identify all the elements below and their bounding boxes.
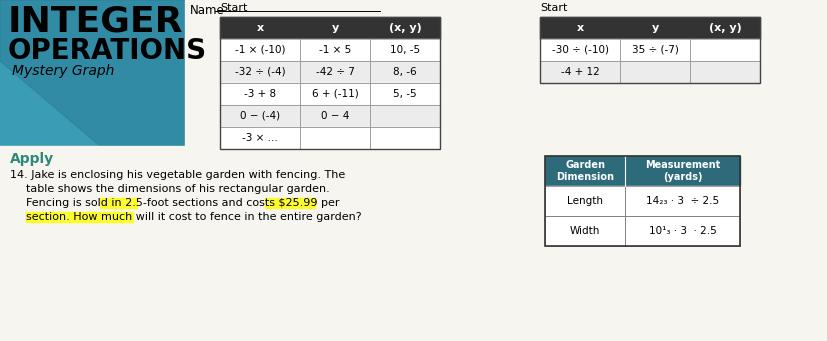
Text: Name: Name: [190, 4, 225, 17]
Bar: [300, 127, 370, 149]
Bar: [220, 39, 440, 61]
Bar: [220, 61, 300, 83]
Bar: [625, 216, 740, 246]
Bar: [220, 83, 300, 105]
Text: 10, -5: 10, -5: [390, 45, 420, 55]
Text: -1 × 5: -1 × 5: [319, 45, 351, 55]
Bar: [185, 0, 827, 146]
Text: (x, y): (x, y): [389, 23, 422, 33]
Polygon shape: [0, 0, 185, 146]
Text: Length: Length: [567, 196, 603, 206]
Text: y: y: [332, 23, 338, 33]
Bar: [540, 39, 620, 61]
Bar: [540, 17, 760, 83]
Bar: [540, 39, 760, 61]
Text: (x, y): (x, y): [709, 23, 741, 33]
Text: Width: Width: [570, 226, 600, 236]
Bar: [370, 83, 440, 105]
Text: 0 − (-4): 0 − (-4): [240, 111, 280, 121]
Bar: [545, 186, 625, 216]
Bar: [545, 156, 740, 246]
Text: Mystery Graph: Mystery Graph: [12, 64, 114, 78]
Bar: [540, 61, 760, 83]
Bar: [220, 17, 440, 149]
Text: Fencing is sold in 2.5-foot sections and costs $25.99 per: Fencing is sold in 2.5-foot sections and…: [26, 198, 340, 208]
Bar: [300, 39, 370, 61]
Bar: [625, 186, 740, 216]
Bar: [220, 39, 300, 61]
Bar: [370, 61, 440, 83]
Text: OPERATIONS: OPERATIONS: [8, 37, 207, 65]
Text: 14. Jake is enclosing his vegetable garden with fencing. The: 14. Jake is enclosing his vegetable gard…: [10, 170, 345, 180]
Text: INTEGER: INTEGER: [8, 4, 184, 38]
Bar: [300, 105, 370, 127]
Bar: [0, 146, 827, 341]
Bar: [690, 39, 760, 61]
Text: -4 + 12: -4 + 12: [561, 67, 600, 77]
Bar: [540, 61, 620, 83]
Bar: [265, 198, 315, 208]
Text: 5, -5: 5, -5: [393, 89, 417, 99]
Bar: [690, 61, 760, 83]
Text: Start: Start: [540, 3, 567, 13]
Bar: [26, 212, 133, 222]
Bar: [545, 216, 740, 246]
Bar: [220, 17, 440, 39]
Text: -32 ÷ (-4): -32 ÷ (-4): [235, 67, 285, 77]
Bar: [220, 127, 300, 149]
Text: 14₂₃ · 3  ÷ 2.5: 14₂₃ · 3 ÷ 2.5: [646, 196, 719, 206]
Text: Garden
Dimension: Garden Dimension: [556, 160, 614, 182]
Bar: [370, 105, 440, 127]
Bar: [220, 105, 440, 127]
Text: -30 ÷ (-10): -30 ÷ (-10): [552, 45, 609, 55]
Bar: [620, 39, 690, 61]
Text: -42 ÷ 7: -42 ÷ 7: [316, 67, 355, 77]
Text: Apply: Apply: [10, 152, 54, 166]
Text: table shows the dimensions of his rectangular garden.: table shows the dimensions of his rectan…: [26, 184, 330, 194]
Bar: [220, 127, 440, 149]
Bar: [220, 61, 440, 83]
Text: 6 + (-11): 6 + (-11): [312, 89, 358, 99]
Bar: [300, 83, 370, 105]
Bar: [300, 61, 370, 83]
Bar: [220, 83, 440, 105]
Bar: [545, 186, 740, 216]
Text: y: y: [652, 23, 658, 33]
Text: -1 × (-10): -1 × (-10): [235, 45, 285, 55]
Text: x: x: [576, 23, 584, 33]
Text: Measurement
(yards): Measurement (yards): [645, 160, 720, 182]
Bar: [540, 17, 760, 39]
Bar: [620, 61, 690, 83]
Bar: [545, 216, 625, 246]
Text: -3 + 8: -3 + 8: [244, 89, 276, 99]
Text: x: x: [256, 23, 264, 33]
Bar: [220, 105, 300, 127]
Bar: [370, 127, 440, 149]
Text: 0 − 4: 0 − 4: [321, 111, 349, 121]
Text: Start: Start: [220, 3, 247, 13]
Bar: [370, 39, 440, 61]
Text: 8, -6: 8, -6: [393, 67, 417, 77]
Bar: [100, 198, 137, 208]
Text: -3 × ...: -3 × ...: [242, 133, 278, 143]
Text: 35 ÷ (-7): 35 ÷ (-7): [632, 45, 678, 55]
Text: 10¹₃ · 3  · 2.5: 10¹₃ · 3 · 2.5: [648, 226, 716, 236]
Text: section. How much will it cost to fence in the entire garden?: section. How much will it cost to fence …: [26, 212, 361, 222]
Bar: [545, 156, 740, 186]
Polygon shape: [0, 0, 185, 146]
